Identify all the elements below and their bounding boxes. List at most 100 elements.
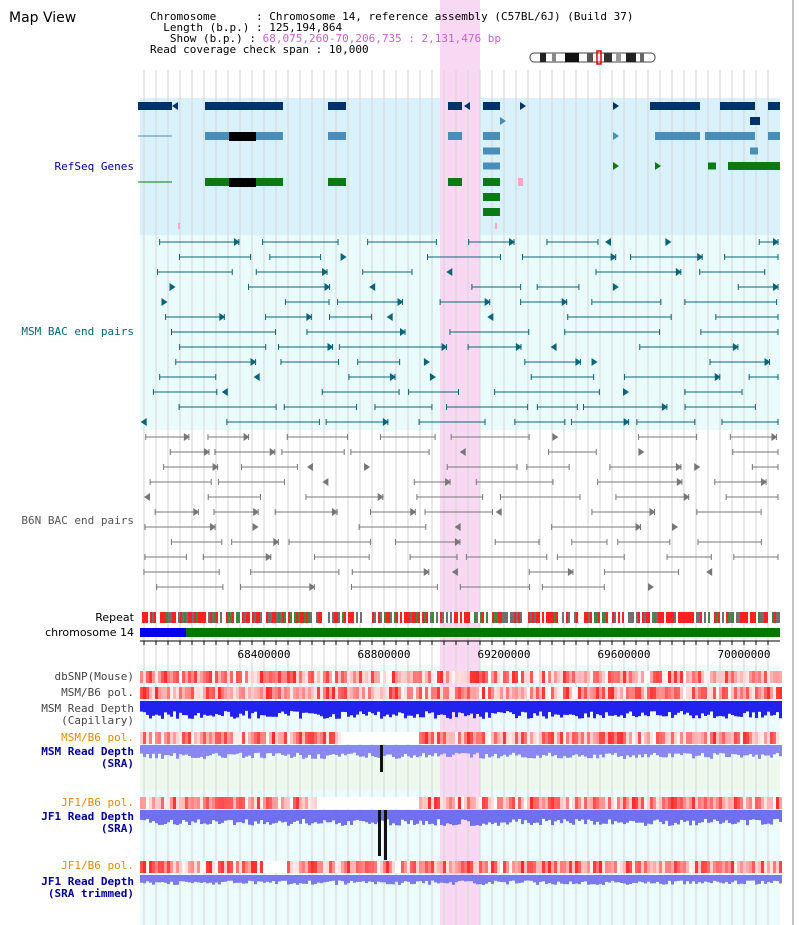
pol-bin: [428, 687, 431, 699]
pol-bin: [746, 687, 749, 699]
depth-bin: [737, 701, 740, 717]
pol-bin: [560, 671, 563, 683]
pol-bin: [326, 861, 329, 873]
pol-bin: [449, 671, 452, 683]
depth-bin: [191, 745, 194, 758]
depth-bin: [182, 701, 185, 716]
pol-bin: [737, 797, 740, 809]
depth-bin: [257, 810, 260, 824]
pol-bin: [269, 732, 272, 744]
depth-bin: [407, 810, 410, 824]
pol-bin: [539, 861, 542, 873]
depth-bin: [143, 745, 146, 758]
depth-bin: [503, 745, 506, 755]
pol-bin: [176, 797, 179, 809]
pol-bin: [647, 687, 650, 699]
pol-bin: [746, 797, 749, 809]
repeat-bar: [376, 612, 378, 623]
pol-bin: [737, 687, 740, 699]
repeat-bar: [450, 612, 452, 623]
repeat-bar: [180, 612, 182, 623]
depth-bin: [773, 875, 776, 881]
pol-bin: [491, 732, 494, 744]
ideogram-band: [616, 53, 621, 62]
repeat-bar: [768, 612, 770, 623]
pol-bin: [515, 797, 518, 809]
depth-bin: [401, 745, 404, 757]
depth-bin: [281, 875, 284, 881]
pol-bin: [203, 687, 206, 699]
pol-bin: [569, 671, 572, 683]
track-label-jf1-pol: JF1/B6 pol.: [61, 796, 134, 809]
pol-bin: [416, 687, 419, 699]
pol-bin: [497, 687, 500, 699]
pol-bin: [209, 861, 212, 873]
pol-bin: [677, 861, 680, 873]
pol-bin: [611, 861, 614, 873]
pol-bin: [425, 671, 428, 683]
strand-arrow: [269, 448, 276, 456]
pol-bin: [758, 797, 761, 809]
repeat-bar: [178, 612, 180, 623]
pol-bin: [341, 861, 344, 873]
pol-bin: [728, 861, 731, 873]
pol-bin: [572, 687, 575, 699]
pol-bin: [779, 671, 782, 683]
depth-bin: [449, 875, 452, 883]
repeat-bar: [738, 612, 740, 623]
pol-bin: [581, 861, 584, 873]
strand-arrow: [340, 253, 347, 261]
strand-arrow: [706, 568, 713, 576]
pol-bin: [314, 671, 317, 683]
strand-arrow: [219, 313, 226, 321]
depth-bin: [761, 745, 764, 755]
ideogram-band: [552, 53, 556, 62]
depth-bin: [524, 875, 527, 881]
depth-bin: [293, 875, 296, 884]
depth-bin: [752, 745, 755, 757]
repeat-bar: [158, 612, 160, 623]
track-label-msm-bac: MSM BAC end pairs: [21, 325, 134, 338]
strand-arrow: [623, 418, 630, 426]
pol-bin: [488, 732, 491, 744]
pol-bin: [482, 732, 485, 744]
depth-bin: [572, 701, 575, 715]
depth-bin: [626, 810, 629, 823]
pol-bin: [635, 687, 638, 699]
depth-bin: [371, 745, 374, 757]
repeat-bar: [218, 612, 220, 623]
pol-bin: [779, 732, 782, 744]
pol-bin: [479, 732, 482, 744]
pol-bin: [311, 732, 314, 744]
pol-bin: [419, 671, 422, 683]
pol-bin: [425, 732, 428, 744]
pol-bin: [272, 732, 275, 744]
repeat-bar: [614, 612, 616, 623]
pol-bin: [155, 671, 158, 683]
pol-bin: [164, 671, 167, 683]
pol-bin: [179, 861, 182, 873]
pol-bin: [773, 671, 776, 683]
repeat-bar: [656, 612, 658, 623]
depth-bin: [248, 701, 251, 719]
gene-exon: [705, 132, 755, 140]
depth-bin: [536, 745, 539, 756]
pol-bin: [752, 861, 755, 873]
repeat-bar: [470, 612, 472, 623]
pol-bin: [413, 687, 416, 699]
pol-bin: [587, 687, 590, 699]
pol-bin: [578, 797, 581, 809]
strand-arrow: [306, 463, 313, 471]
depth-bin: [260, 745, 263, 758]
depth-bin: [725, 701, 728, 719]
depth-bin: [749, 875, 752, 881]
depth-bin: [428, 810, 431, 825]
pol-bin: [329, 861, 332, 873]
depth-bin: [221, 745, 224, 758]
pol-bin: [461, 671, 464, 683]
pol-bin: [728, 671, 731, 683]
depth-bin: [347, 810, 350, 822]
pol-bin: [215, 732, 218, 744]
pol-bin: [188, 732, 191, 744]
